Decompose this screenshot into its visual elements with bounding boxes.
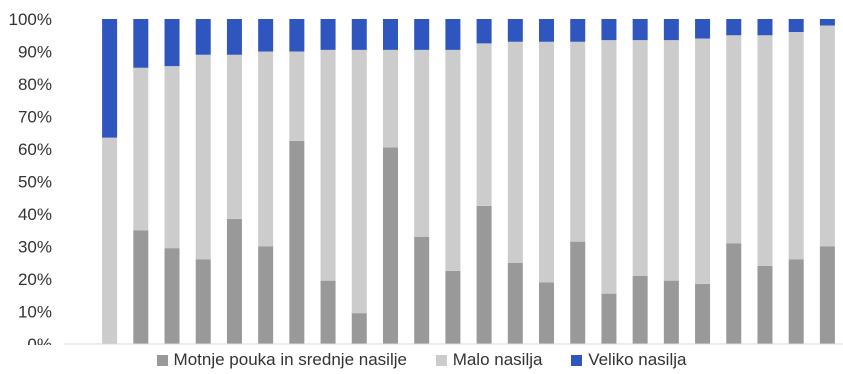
legend-swatch-veliko — [571, 355, 583, 366]
bar-segment-series-0-col-16 — [601, 293, 617, 345]
bar-segment-series-0-col-13 — [507, 262, 523, 344]
bar-segment-series-0-col-22 — [788, 259, 804, 344]
bar-segment-series-1-col-9 — [382, 49, 398, 148]
y-tick-label: 40% — [18, 205, 52, 224]
bar-segment-series-2-col-9 — [382, 19, 398, 50]
bar-segment-series-0-col-7 — [320, 280, 336, 345]
bar-segment-series-1-col-15 — [570, 41, 586, 242]
bar-segment-series-2-col-23 — [819, 19, 835, 26]
bar-segment-series-2-col-17 — [632, 19, 648, 41]
bar-segment-series-1-col-2 — [164, 66, 180, 249]
bar-segment-series-0-col-23 — [819, 246, 835, 344]
bar-segment-series-0-col-20 — [726, 243, 742, 344]
bar-segment-series-2-col-0 — [102, 19, 118, 138]
bar-segment-series-2-col-7 — [320, 19, 336, 50]
bar-segment-series-1-col-0 — [102, 137, 118, 345]
bar-segment-series-2-col-20 — [726, 19, 742, 36]
bar-segment-series-2-col-11 — [445, 19, 461, 50]
bar-segment-series-1-col-17 — [632, 40, 648, 276]
bar-segment-series-0-col-18 — [663, 280, 679, 345]
y-tick-label: 100% — [9, 10, 52, 29]
legend-label-malo: Malo nasilja — [452, 350, 543, 369]
bar-segment-series-1-col-1 — [133, 67, 149, 231]
bar-segment-series-2-col-4 — [226, 19, 242, 55]
bar-segment-series-2-col-1 — [133, 19, 149, 68]
bar-segment-series-1-col-8 — [351, 49, 367, 314]
bar-segment-series-0-col-12 — [476, 205, 492, 345]
bar-segment-series-0-col-3 — [195, 259, 211, 344]
bar-segment-series-0-col-2 — [164, 248, 180, 345]
legend-label-veliko: Veliko nasilja — [588, 350, 687, 369]
bar-segment-series-2-col-15 — [570, 19, 586, 42]
bar-segment-series-2-col-22 — [788, 19, 804, 32]
legend-swatch-malo — [435, 355, 447, 366]
legend-item-malo: Malo nasilja — [435, 350, 543, 370]
bar-segment-series-0-col-9 — [382, 147, 398, 345]
bar-segment-series-2-col-21 — [757, 19, 773, 36]
bar-segment-series-2-col-16 — [601, 19, 617, 41]
bar-segment-series-2-col-10 — [414, 19, 430, 50]
bar-segment-series-2-col-14 — [539, 19, 555, 42]
bar-segment-series-0-col-1 — [133, 230, 149, 344]
legend-label-motnje: Motnje pouka in srednje nasilje — [173, 350, 407, 369]
bar-segment-series-1-col-6 — [289, 51, 305, 141]
bar-segment-series-1-col-11 — [445, 49, 461, 271]
bar-segment-series-2-col-18 — [663, 19, 679, 41]
bar-segment-series-0-col-5 — [258, 246, 274, 344]
y-tick-label: 60% — [18, 140, 52, 159]
bar-segment-series-0-col-11 — [445, 270, 461, 345]
bar-segment-series-1-col-16 — [601, 40, 617, 294]
bar-segment-series-1-col-3 — [195, 54, 211, 260]
bar-segment-series-2-col-5 — [258, 19, 274, 52]
bar-segment-series-0-col-21 — [757, 266, 773, 344]
y-tick-label: 20% — [18, 270, 52, 289]
y-tick-label: 90% — [18, 43, 52, 62]
bar-segment-series-1-col-5 — [258, 51, 274, 247]
bar-segment-series-1-col-13 — [507, 41, 523, 263]
bar-segment-series-0-col-10 — [414, 236, 430, 344]
bar-segment-series-1-col-18 — [663, 40, 679, 281]
legend-swatch-motnje — [156, 355, 168, 366]
legend-item-veliko: Veliko nasilja — [571, 350, 686, 370]
y-tick-label: 80% — [18, 75, 52, 94]
y-tick-label: 70% — [18, 108, 52, 127]
bar-segment-series-1-col-23 — [819, 25, 835, 247]
bar-segment-series-2-col-8 — [351, 19, 367, 50]
bar-segment-series-1-col-14 — [539, 41, 555, 283]
bar-segment-series-1-col-7 — [320, 49, 336, 281]
bar-segment-series-1-col-4 — [226, 54, 242, 219]
legend-item-motnje: Motnje pouka in srednje nasilje — [156, 350, 407, 370]
bar-segment-series-2-col-2 — [164, 19, 180, 67]
y-tick-label: 50% — [18, 173, 52, 192]
bar-segment-series-2-col-19 — [695, 19, 711, 39]
bar-segment-series-1-col-22 — [788, 32, 804, 260]
bar-segment-series-1-col-10 — [414, 49, 430, 237]
bar-segment-series-0-col-19 — [695, 283, 711, 345]
bar-segment-series-2-col-3 — [195, 19, 211, 55]
bar-segment-series-0-col-14 — [539, 282, 555, 344]
y-tick-label: 30% — [18, 238, 52, 257]
y-tick-label: 0% — [27, 335, 52, 345]
bar-segment-series-0-col-8 — [351, 313, 367, 345]
bar-segment-series-0-col-4 — [226, 218, 242, 345]
y-tick-label: 10% — [18, 303, 52, 322]
bar-segment-series-2-col-12 — [476, 19, 492, 44]
bar-segment-series-1-col-19 — [695, 38, 711, 284]
bar-segment-series-1-col-12 — [476, 43, 492, 206]
y-axis-tick-labels: 0% 10% 20% 30% 40% 50% 60% 70% 80% 90% 100% — [9, 10, 52, 354]
bar-segment-series-0-col-17 — [632, 275, 648, 344]
bar-segment-series-2-col-13 — [507, 19, 523, 42]
bar-segment-series-0-col-6 — [289, 140, 305, 345]
bar-segment-series-1-col-21 — [757, 35, 773, 266]
bar-series-group — [102, 19, 835, 345]
chart-plot: 0% 10% 20% 30% 40% 50% 60% 70% 80% 90% 100% — [9, 10, 843, 354]
bar-segment-series-1-col-20 — [726, 35, 742, 244]
legend: Motnje pouka in srednje nasilje Malo nas… — [0, 350, 843, 370]
bar-segment-series-0-col-15 — [570, 241, 586, 345]
bar-segment-series-2-col-6 — [289, 19, 305, 52]
